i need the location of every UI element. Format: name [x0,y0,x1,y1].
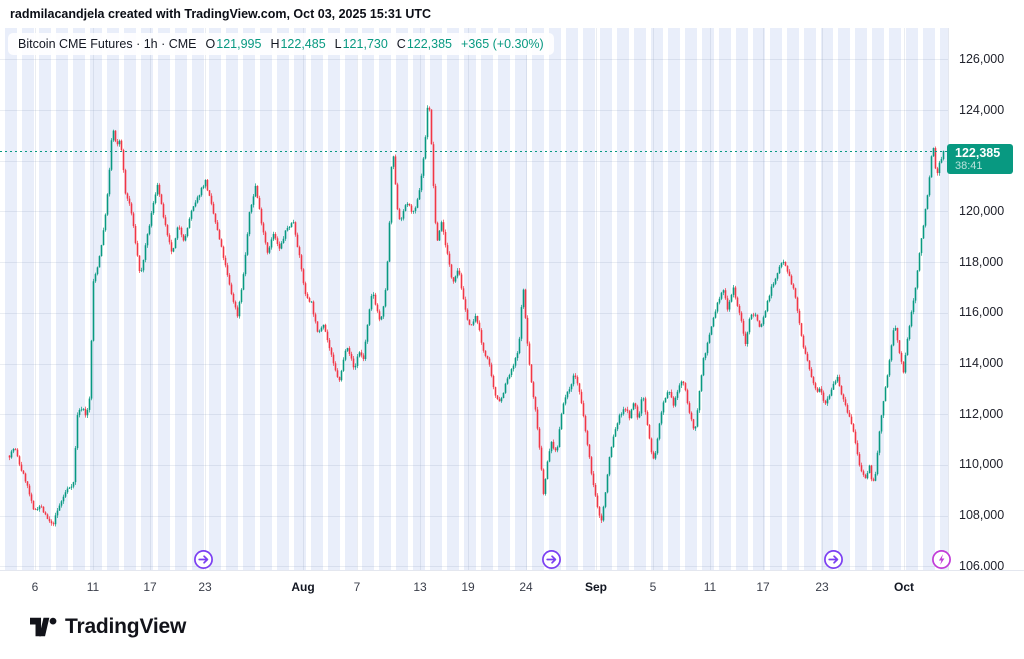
tradingview-mark-icon [30,617,57,637]
time-axis-label: 23 [815,580,829,594]
price-axis-label: 116,000 [959,305,1004,320]
time-axis-label: 23 [198,580,212,594]
legend-ohlc: O 121,995 H 122,485 L 121,730 C 122,385 [206,37,453,51]
time-axis-label: 11 [703,580,717,594]
chart-legend[interactable]: Bitcoin CME Futures · 1h · CME O 121,995 H… [8,33,554,55]
price-axis-label: 120,000 [959,203,1005,218]
current-price-value: 122,385 [955,145,1001,160]
price-axis-label: 124,000 [959,102,1005,117]
tradingview-logo[interactable]: TradingView [30,615,186,639]
time-axis-label: Aug [291,580,315,594]
time-axis-label: 5 [649,580,657,594]
time-axis-label: 17 [143,580,157,594]
symbol-title: Bitcoin CME Futures · 1h · CME [18,37,197,51]
time-axis-label: 17 [756,580,770,594]
current-price-line [0,150,948,152]
price-axis-label: 108,000 [959,508,1005,523]
contract-rollover-icon[interactable] [541,549,562,570]
time-axis-label: 6 [31,580,39,594]
time-axis-label: 11 [86,580,100,594]
bar-countdown: 38:41 [955,159,983,172]
time-axis-label: 19 [461,580,475,594]
chart-pane[interactable] [0,28,951,570]
contract-rollover-icon[interactable] [193,549,214,570]
legend-ohlc-item: C 122,385 [396,37,453,51]
time-axis-label: Oct [893,580,915,594]
legend-ohlc-item: O 121,995 [205,37,262,51]
price-axis-label: 126,000 [959,51,1005,66]
legend-ohlc-item: L 121,730 [334,37,388,51]
time-axis-label: 24 [519,580,533,594]
flash-event-icon[interactable] [931,549,952,570]
price-axis-label: 114,000 [959,356,1004,370]
time-axis[interactable]: 6 11 17 23 Aug 7 13 19 24 Sep 5 11 17 23 Oct [0,570,1024,602]
brand-wordmark: TradingView [65,615,187,638]
time-axis-label: Sep [584,580,608,594]
legend-change: +365 (+0.30%) [461,37,544,51]
price-axis-label: 110,000 [959,457,1004,472]
contract-rollover-icon[interactable] [823,549,844,570]
attribution-text: radmilacandjela created with TradingView… [10,7,432,21]
current-price-tag: 122,385 38:41 [947,143,1013,174]
time-axis-label: 7 [353,580,361,594]
price-axis-label: 118,000 [959,254,1004,269]
legend-ohlc-item: H 122,485 [270,37,326,51]
time-axis-label: 13 [413,580,427,594]
price-axis-label: 112,000 [959,406,1004,421]
candlestick-canvas[interactable] [0,28,948,570]
price-axis[interactable]: 126,000 124,000 120,000 118,000 116,000 114,0… [948,28,1024,573]
price-axis-label: 106,000 [959,558,1005,573]
